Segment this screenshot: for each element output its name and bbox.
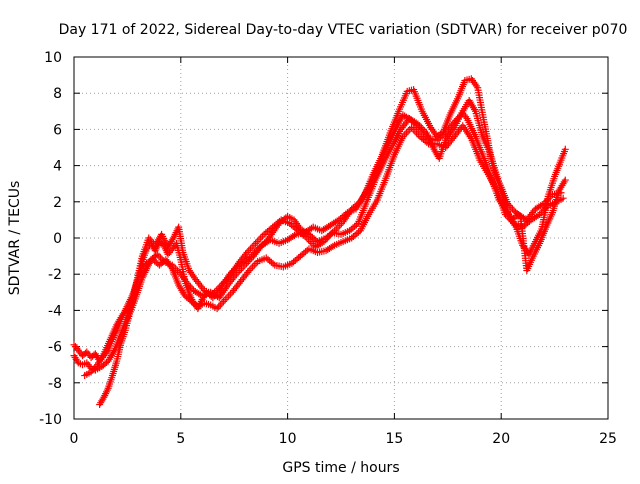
data-point: [561, 145, 569, 153]
data-point-fill: [290, 231, 298, 239]
x-tick-labels: 0 5 10 15 20 25: [70, 431, 617, 447]
data-point-fill: [221, 296, 229, 304]
data-point-fill: [409, 125, 417, 133]
x-tick-label: 25: [599, 431, 617, 447]
y-tick-label: 0: [53, 231, 62, 247]
data-point-fill: [223, 294, 231, 302]
data-point-fill: [247, 265, 255, 273]
data-point-fill: [329, 242, 337, 250]
x-axis-label: GPS time / hours: [282, 460, 399, 476]
data-point-fill: [226, 290, 234, 298]
data-point-fill: [249, 263, 257, 271]
x-tick-label: 15: [385, 431, 403, 447]
chart-title: Day 171 of 2022, Sidereal Day-to-day VTE…: [59, 22, 628, 38]
data-point-fill: [301, 233, 309, 241]
data-point-fill: [515, 211, 523, 219]
data-point-fill: [225, 292, 233, 300]
y-tick-label: -6: [48, 340, 62, 356]
grid-layer: [74, 57, 608, 419]
data-series: [81, 96, 569, 380]
data-point-fill: [215, 303, 223, 311]
y-tick-label: 8: [53, 86, 62, 102]
x-tick-label: 20: [492, 431, 510, 447]
data-point-fill: [402, 129, 410, 137]
data-point: [561, 176, 569, 184]
data-point-fill: [414, 131, 422, 139]
x-tick-label: 10: [279, 431, 297, 447]
y-tick-label: 6: [53, 122, 62, 138]
data-points: [70, 75, 569, 409]
y-tick-label: 4: [53, 159, 62, 175]
x-tick-label: 0: [70, 431, 79, 447]
data-point-fill: [250, 261, 258, 269]
data-point: [559, 194, 567, 202]
data-point-fill: [404, 127, 412, 135]
data-point-fill: [342, 210, 350, 218]
data-series: [96, 75, 569, 409]
data-point-fill: [257, 234, 265, 242]
x-tick-label: 5: [176, 431, 185, 447]
y-tick-label: 2: [53, 195, 62, 211]
y-tick-labels: -10 -8 -6 -4 -2 0 2 4 6 8 10: [39, 50, 62, 428]
data-point-fill: [243, 259, 251, 267]
data-point-fill: [155, 252, 163, 260]
y-axis-label: SDTVAR / TECUs: [7, 181, 23, 296]
y-tick-label: -2: [48, 267, 62, 283]
y-tick-label: 10: [44, 50, 62, 66]
data-point-fill: [90, 364, 98, 372]
y-tick-label: -4: [48, 303, 62, 319]
data-point-fill: [258, 232, 266, 240]
y-tick-label: -8: [48, 376, 62, 392]
tick-marks: [73, 56, 609, 420]
data-point-fill: [413, 129, 421, 137]
data-point-fill: [411, 127, 419, 135]
y-tick-label: -10: [39, 412, 62, 428]
data-point-fill: [352, 221, 360, 229]
data-point: [220, 297, 228, 305]
data-point-fill: [269, 260, 277, 268]
